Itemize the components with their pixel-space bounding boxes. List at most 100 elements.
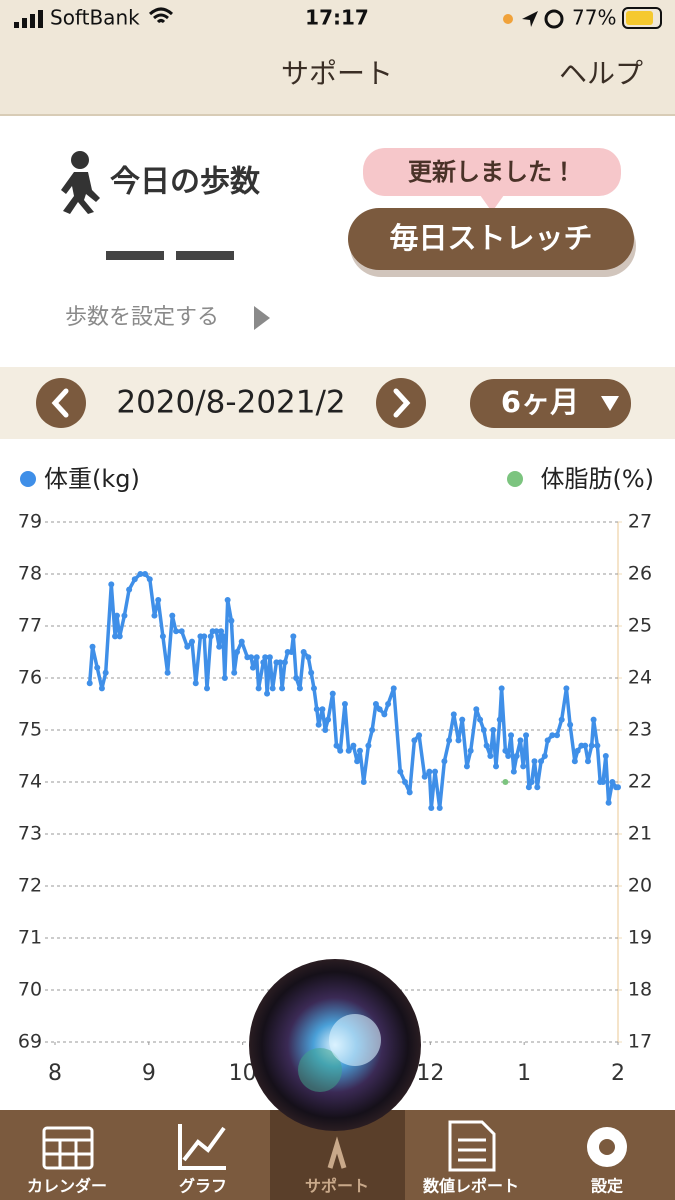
y-tick-label: 71	[18, 927, 42, 949]
tab-label[interactable]: 設定	[591, 1177, 623, 1196]
tab-label[interactable]: サポート	[305, 1177, 369, 1196]
data-point	[313, 706, 320, 713]
data-point	[523, 732, 530, 739]
data-point	[411, 737, 418, 744]
siri-glow	[329, 1014, 381, 1066]
data-point	[137, 571, 144, 577]
legend-label: 体重(kg)	[44, 465, 140, 493]
data-point	[455, 737, 462, 744]
data-point	[341, 701, 348, 707]
y2-tick-label: 17	[628, 1031, 652, 1053]
x-tick-label: 9	[142, 1061, 156, 1086]
span-label[interactable]: 6ヶ月	[501, 385, 579, 419]
data-point	[441, 758, 448, 765]
tab-label[interactable]: 数値レポート	[423, 1177, 519, 1196]
data-point	[350, 742, 357, 749]
tab-label[interactable]: カレンダー	[27, 1177, 107, 1196]
data-point	[238, 638, 245, 645]
period-range: 2020/8-2021/2	[116, 385, 345, 421]
data-point	[446, 737, 453, 744]
data-point	[390, 685, 397, 692]
data-point	[574, 747, 581, 754]
battery-fill	[626, 11, 653, 25]
data-point	[520, 763, 527, 770]
data-point	[477, 716, 484, 723]
data-point	[169, 612, 176, 619]
alarm-icon	[544, 9, 564, 29]
data-point	[296, 685, 303, 692]
data-point	[467, 747, 474, 754]
tab-label[interactable]: グラフ	[179, 1177, 227, 1196]
data-point	[86, 680, 93, 687]
data-point	[385, 701, 392, 707]
y-tick-label: 76	[18, 667, 42, 689]
data-point	[502, 779, 509, 785]
data-point	[164, 669, 171, 676]
y-tick-label: 78	[18, 563, 42, 585]
data-point	[315, 721, 322, 728]
y-tick-label: 73	[18, 823, 42, 845]
y-tick-label: 69	[18, 1031, 42, 1053]
data-point	[94, 664, 101, 671]
stretch-button-label[interactable]: 毎日ストレッチ	[389, 221, 592, 255]
x-tick-label: 8	[48, 1061, 62, 1086]
data-point	[534, 784, 541, 791]
data-point	[266, 654, 273, 661]
data-point	[113, 612, 120, 619]
data-point	[397, 768, 404, 775]
steps-empty-dash	[176, 251, 234, 260]
data-point	[219, 633, 226, 640]
notice-bubble	[363, 148, 621, 196]
data-point	[221, 675, 228, 681]
data-point	[541, 753, 548, 759]
data-point	[269, 685, 276, 692]
legend-swatch	[507, 471, 523, 487]
data-point	[571, 758, 578, 765]
data-point	[264, 690, 271, 697]
data-point	[201, 633, 208, 640]
x-tick-label: 2	[611, 1061, 625, 1086]
steps-setting-link[interactable]: 歩数を設定する	[65, 305, 219, 330]
data-point	[567, 721, 574, 728]
prev-button[interactable]	[36, 378, 86, 428]
series-line	[87, 572, 618, 810]
data-point	[290, 633, 297, 640]
data-point	[365, 742, 372, 749]
data-point	[308, 669, 315, 676]
data-point	[487, 753, 494, 759]
y-tick-label: 72	[18, 875, 42, 897]
span-dropdown[interactable]	[470, 379, 631, 428]
data-point	[279, 685, 286, 692]
data-point	[605, 799, 612, 806]
data-point	[517, 737, 524, 744]
y2-tick-label: 22	[628, 771, 652, 793]
data-point	[549, 732, 556, 739]
settings-icon	[587, 1127, 627, 1167]
data-point	[218, 628, 225, 635]
data-point	[354, 758, 361, 765]
data-point	[463, 763, 470, 770]
y-tick-label: 75	[18, 719, 42, 741]
battery-level: 77%	[572, 6, 616, 30]
steps-title: 今日の歩数	[110, 165, 260, 200]
data-point	[421, 773, 428, 780]
data-point	[376, 706, 383, 713]
stretch-button[interactable]	[348, 208, 634, 270]
next-button[interactable]	[376, 378, 426, 428]
next-arrow	[393, 388, 411, 418]
legend-swatch	[20, 471, 36, 487]
data-point	[432, 768, 439, 775]
data-point	[108, 581, 115, 588]
data-point	[584, 758, 591, 765]
help-button[interactable]: ヘルプ	[559, 57, 643, 90]
data-point	[531, 758, 538, 765]
y-tick-label: 70	[18, 979, 42, 1001]
y2-tick-label: 26	[628, 563, 652, 585]
data-point	[112, 633, 119, 640]
data-point	[260, 659, 267, 666]
data-point	[345, 747, 352, 754]
tab-labels: カレンダー グラフ サポート 数値レポート 設定	[27, 1177, 623, 1196]
data-point	[372, 701, 379, 707]
notice-text: 更新しました！	[408, 158, 576, 186]
data-point	[146, 576, 153, 583]
